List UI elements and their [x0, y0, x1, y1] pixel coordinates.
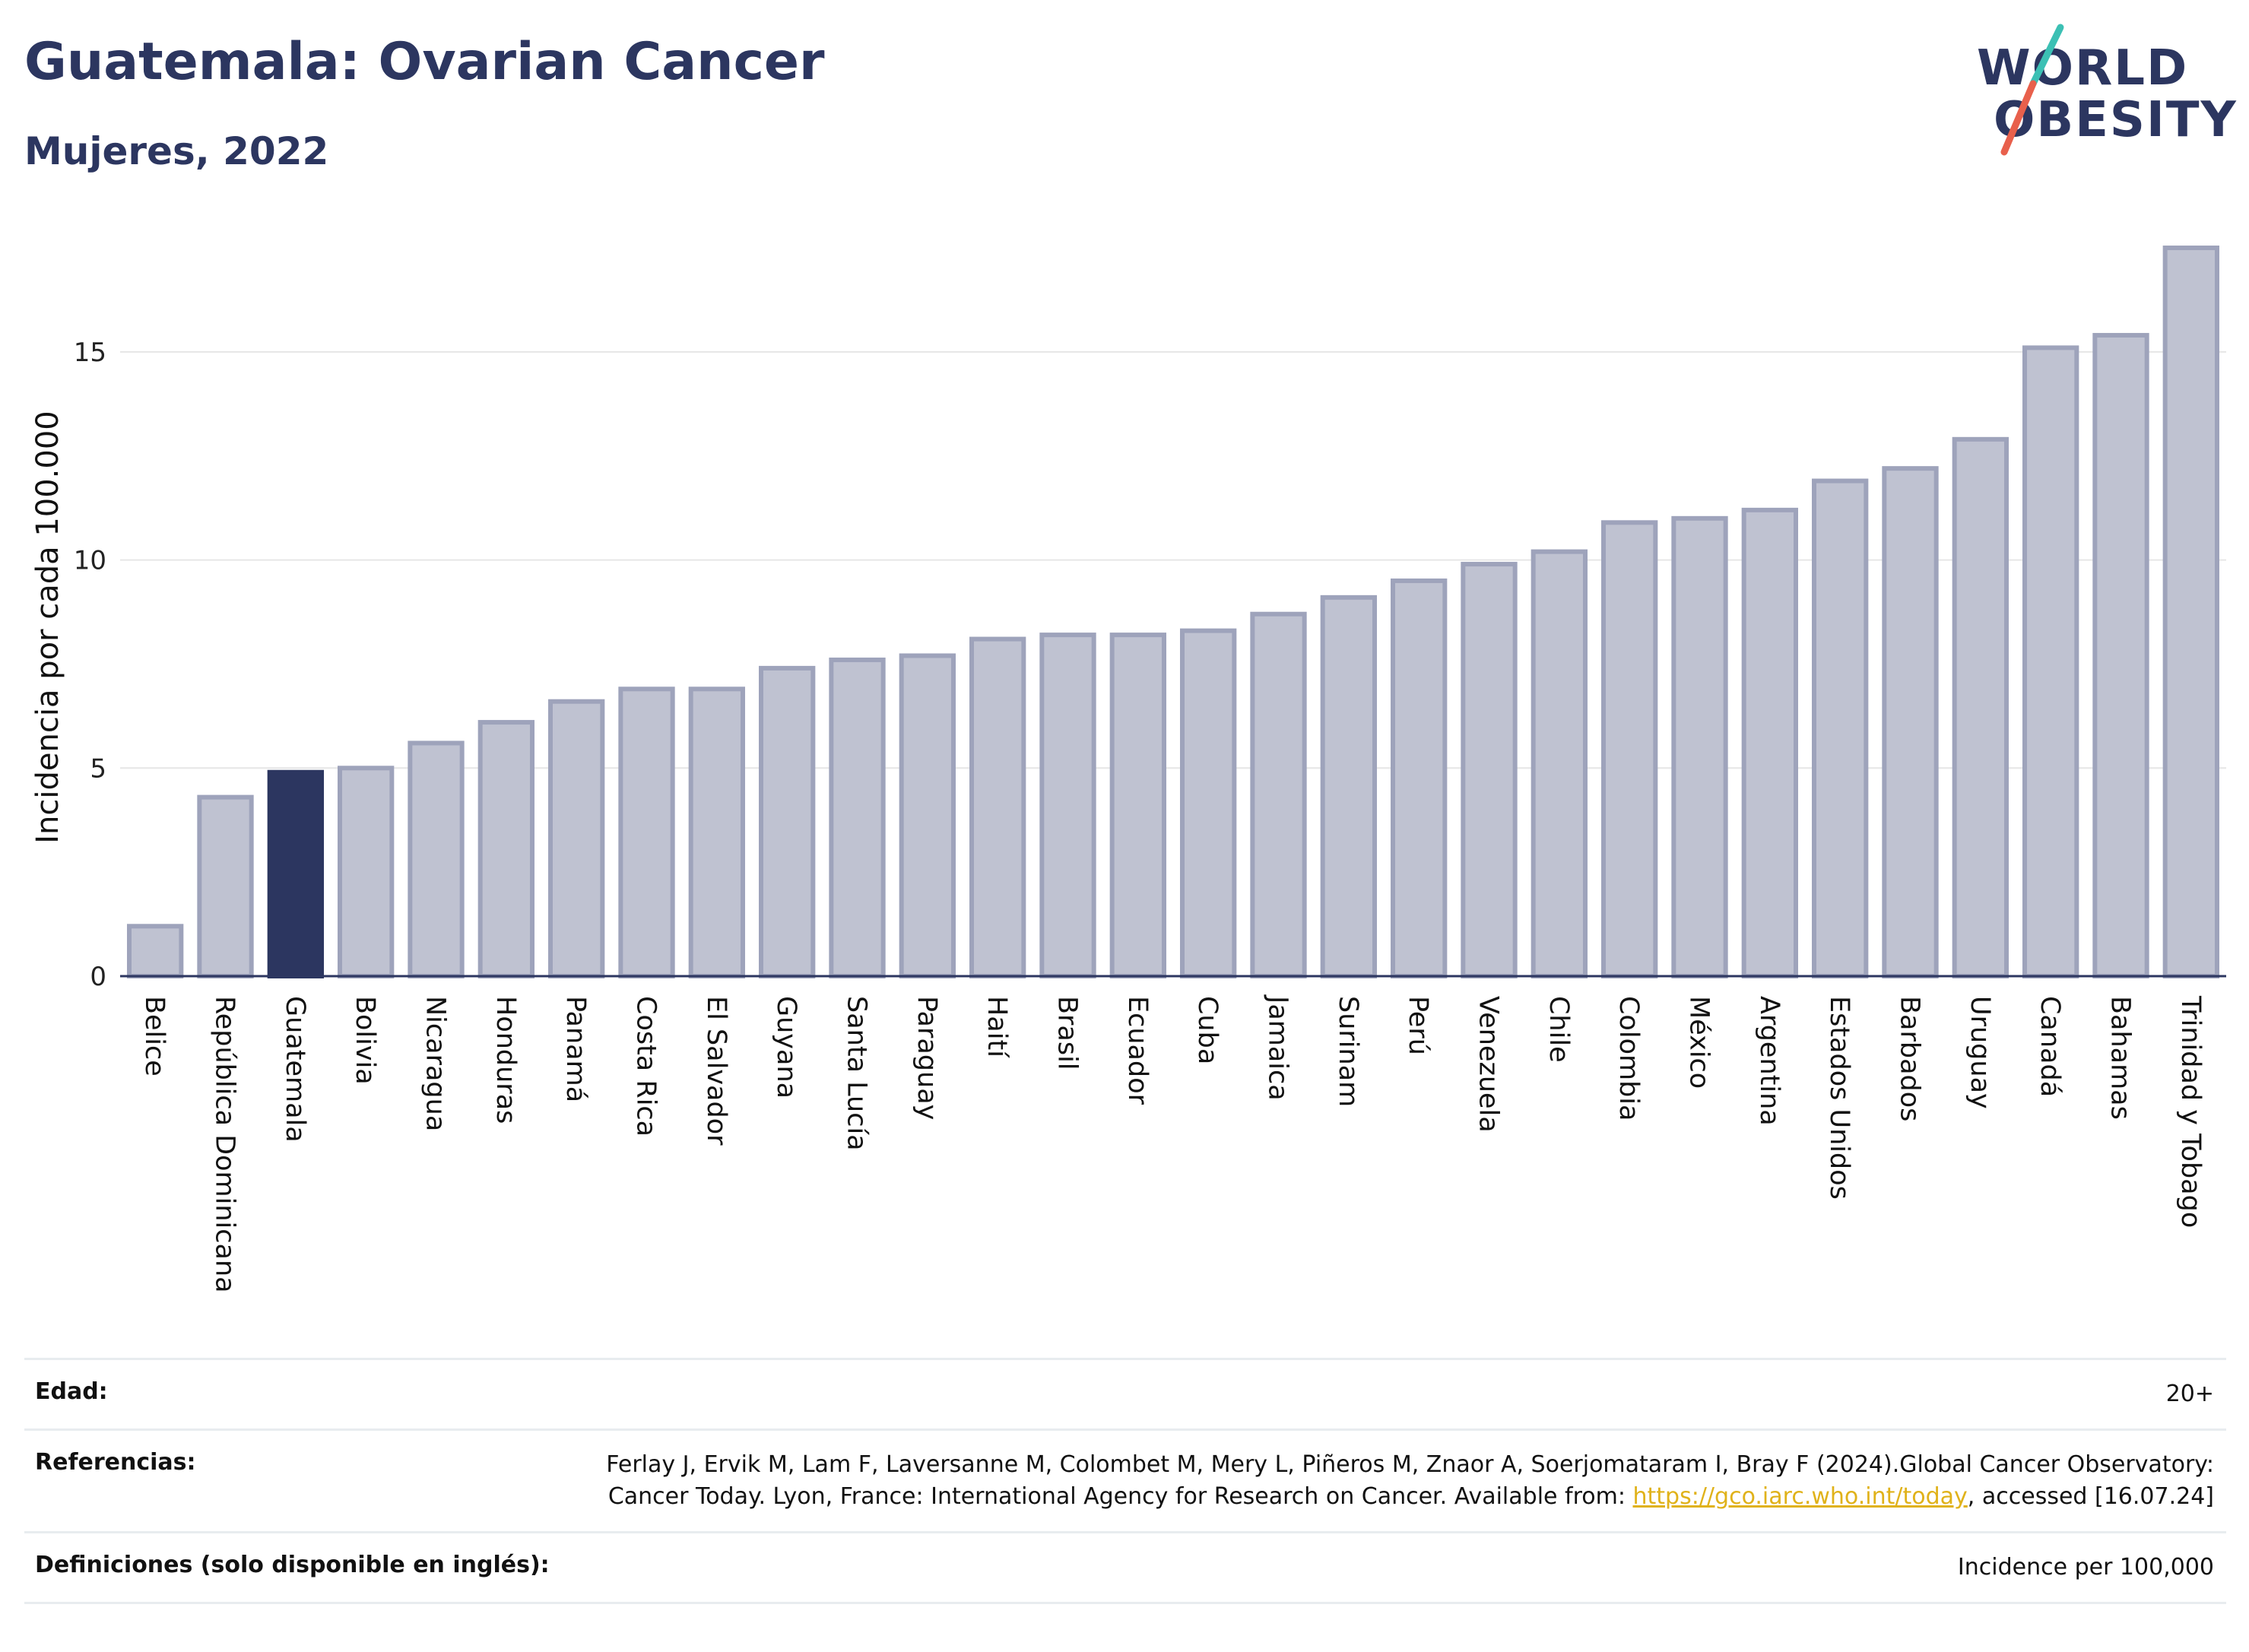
bar-canadá: [2022, 345, 2079, 978]
x-tick-label: Argentina: [1754, 996, 1784, 1126]
logo-text-obesity: OBESITY: [1994, 92, 2238, 148]
bar-surinam: [1320, 595, 1377, 979]
x-tick-label: México: [1684, 996, 1715, 1089]
bar-nicaragua: [408, 740, 465, 978]
definitions-value: Incidence per 100,000: [1957, 1554, 2214, 1581]
x-tick-label: Ecuador: [1122, 996, 1153, 1105]
bar-chart: 0 5 10 15 Belice República Dominicana Guatema…: [30, 246, 2226, 1293]
y-axis-ticks: 0 5 10 15: [74, 338, 106, 992]
bar-jamaica: [1250, 611, 1307, 978]
chart-footer: Edad: 20+ Referencias: Ferlay J, Ervik M…: [24, 1358, 2226, 1604]
x-tick-label: El Salvador: [701, 996, 731, 1146]
bar-bolivia: [338, 766, 395, 978]
references-link[interactable]: https://gco.iarc.who.int/today: [1632, 1483, 1968, 1510]
y-tick-label: 10: [74, 546, 106, 576]
x-tick-label: Bahamas: [2105, 996, 2136, 1120]
age-value: 20+: [2165, 1381, 2214, 1407]
x-tick-label: Guyana: [771, 996, 801, 1099]
bars: [127, 246, 2219, 979]
x-tick-label: República Dominicana: [210, 996, 240, 1293]
logo-slash-icon: [2000, 24, 2064, 156]
x-tick-label: Perú: [1403, 996, 1433, 1055]
bar-perú: [1391, 578, 1448, 978]
x-tick-label: Trinidad y Tobago: [2175, 995, 2206, 1228]
x-tick-label: Haití: [982, 996, 1012, 1058]
bar-cuba: [1180, 628, 1237, 978]
bar-chile: [1531, 549, 1588, 978]
y-tick-label: 15: [74, 338, 106, 368]
x-tick-label: Surinam: [1333, 996, 1363, 1107]
y-tick-label: 0: [90, 962, 106, 992]
x-tick-label: Chile: [1543, 996, 1574, 1063]
references-value: Ferlay J, Ervik M, Lam F, Laversanne M, …: [541, 1449, 2214, 1513]
bar-bahamas: [2092, 332, 2149, 978]
x-tick-label: Nicaragua: [420, 996, 451, 1131]
x-tick-label: Honduras: [490, 996, 521, 1124]
x-tick-label: Venezuela: [1473, 996, 1504, 1133]
bar-brasil: [1039, 633, 1096, 978]
bar-trinidad-y-tobago: [2162, 246, 2219, 978]
grid-lines: [120, 350, 2226, 769]
world-obesity-logo: WORLD OBESITY: [1977, 21, 2238, 166]
x-tick-label: Canadá: [2035, 996, 2065, 1097]
references-text: Ferlay J, Ervik M, Lam F, Laversanne M, …: [606, 1451, 2214, 1510]
bar-ecuador: [1109, 633, 1166, 978]
x-tick-label: Costa Rica: [631, 996, 661, 1137]
age-label: Edad:: [35, 1378, 108, 1405]
bar-haití: [969, 636, 1026, 979]
bar-barbados: [1882, 466, 1939, 978]
bar-santa-lucía: [829, 657, 886, 978]
x-tick-label: Cuba: [1192, 996, 1223, 1064]
footer-row-references: Referencias: Ferlay J, Ervik M, Lam F, L…: [24, 1428, 2226, 1531]
x-tick-label: Bolivia: [350, 996, 380, 1085]
bar-guyana: [759, 665, 816, 978]
bar-panamá: [548, 699, 605, 978]
x-tick-label: Belice: [139, 996, 170, 1076]
bar-argentina: [1741, 507, 1798, 978]
x-axis-labels: Belice República Dominicana Guatemala Boliv…: [139, 994, 2206, 1293]
x-tick-label: Uruguay: [1965, 996, 1995, 1109]
x-tick-label: Panamá: [560, 996, 591, 1102]
y-axis-label: Incidencia por cada 100.000: [30, 411, 65, 844]
x-tick-label: Santa Lucía: [842, 996, 872, 1151]
x-tick-label: Jamaica: [1263, 994, 1293, 1101]
bar-paraguay: [899, 653, 956, 978]
x-tick-label: Barbados: [1895, 996, 1925, 1121]
chart-subtitle: Mujeres, 2022: [24, 129, 329, 173]
bar-belice: [127, 924, 184, 979]
references-label: Referencias:: [35, 1449, 196, 1476]
bar-venezuela: [1461, 562, 1518, 978]
references-accessed: , accessed [16.07.24]: [1967, 1483, 2214, 1510]
bar-guatemala: [267, 769, 324, 978]
bar-costa-rica: [618, 686, 675, 978]
bar-uruguay: [1952, 436, 2009, 978]
footer-row-definitions: Definiciones (solo disponible en inglés)…: [24, 1531, 2226, 1604]
bar-el-salvador: [688, 686, 745, 978]
footer-row-age: Edad: 20+: [24, 1358, 2226, 1428]
chart-title: Guatemala: Ovarian Cancer: [24, 32, 825, 92]
bar-méxico: [1671, 515, 1728, 978]
bar-república-dominicana: [197, 794, 254, 978]
x-tick-label: Colombia: [1613, 996, 1644, 1121]
x-tick-label: Estados Unidos: [1824, 996, 1854, 1200]
x-tick-label: Paraguay: [912, 996, 942, 1120]
logo-text-world: WORLD: [1977, 40, 2189, 97]
bar-colombia: [1601, 520, 1658, 978]
x-tick-label: Brasil: [1052, 996, 1083, 1070]
y-tick-label: 5: [90, 753, 106, 784]
bar-honduras: [477, 720, 534, 978]
definitions-label: Definiciones (solo disponible en inglés)…: [35, 1552, 550, 1578]
bar-estados-unidos: [1812, 478, 1869, 978]
x-tick-label: Guatemala: [280, 996, 310, 1143]
